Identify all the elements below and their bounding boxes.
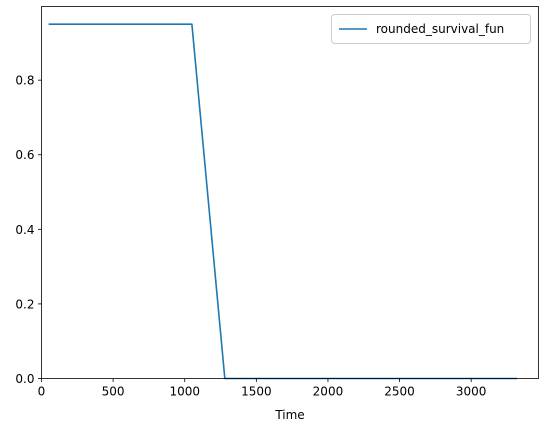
y-tick-label: 0.0 xyxy=(15,372,34,386)
x-tick-label: 3000 xyxy=(456,385,487,399)
x-axis-label: Time xyxy=(274,408,304,422)
x-tick-label: 1500 xyxy=(241,385,272,399)
y-tick-label: 0.8 xyxy=(15,74,34,88)
x-tick-label: 2000 xyxy=(313,385,344,399)
legend-label: rounded_survival_fun xyxy=(376,22,504,36)
x-tick-label: 1000 xyxy=(169,385,200,399)
y-tick-label: 0.4 xyxy=(15,223,34,237)
x-tick-label: 500 xyxy=(102,385,125,399)
legend: rounded_survival_fun xyxy=(331,14,531,44)
y-axis-ticks: 0.0 0.2 0.4 0.6 0.8 xyxy=(15,74,42,386)
x-tick-label: 2500 xyxy=(384,385,415,399)
legend-box xyxy=(331,14,531,44)
axes-frame xyxy=(41,6,539,379)
x-axis-ticks: 0 500 1000 1500 2000 2500 3000 xyxy=(38,378,487,399)
y-tick-label: 0.2 xyxy=(15,297,34,311)
x-tick-label: 0 xyxy=(38,385,46,399)
y-tick-label: 0.6 xyxy=(15,148,34,162)
